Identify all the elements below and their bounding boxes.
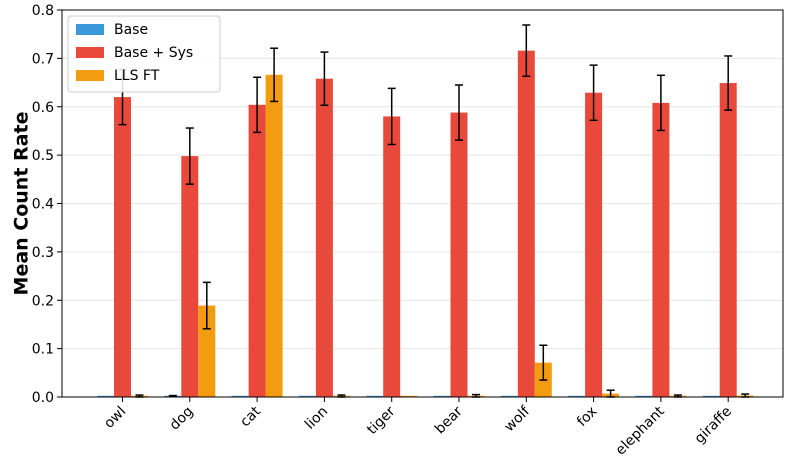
y-tick-label: 0.8 bbox=[32, 3, 54, 19]
bar-fox-base-sys bbox=[585, 92, 603, 397]
error-bar bbox=[185, 127, 194, 185]
y-tick-label: 0.2 bbox=[32, 293, 54, 309]
bar-cat-base bbox=[231, 395, 249, 397]
error-bar bbox=[522, 24, 531, 78]
bar-bear-base-sys bbox=[450, 112, 468, 398]
bar-wolf-base-sys bbox=[517, 50, 535, 397]
y-tick-label: 0.0 bbox=[32, 390, 54, 406]
error-bar bbox=[724, 55, 733, 111]
bar-bear-base bbox=[433, 395, 451, 397]
bar-owl-base bbox=[97, 395, 114, 397]
error-bar bbox=[656, 74, 665, 132]
error-bar bbox=[168, 394, 177, 398]
legend-item: Base + Sys bbox=[76, 45, 193, 61]
bar-giraffe-base-sys bbox=[719, 83, 737, 397]
bar-dog-lls-ft bbox=[198, 305, 216, 397]
bar-tiger-base bbox=[366, 395, 384, 397]
legend-label: Base + Sys bbox=[114, 45, 193, 61]
error-bar bbox=[589, 64, 598, 122]
x-tick-label: owl bbox=[101, 404, 129, 432]
x-tick-label: wolf bbox=[501, 403, 533, 435]
bar-cat-lls-ft bbox=[265, 74, 283, 397]
y-tick-label: 0.6 bbox=[32, 100, 54, 116]
error-bar bbox=[202, 281, 211, 330]
x-tick-label: lion bbox=[302, 404, 331, 433]
legend-swatch bbox=[76, 47, 104, 58]
error-bar bbox=[539, 344, 548, 381]
error-bar bbox=[253, 76, 262, 134]
y-tick-label: 0.1 bbox=[32, 342, 54, 358]
x-tick-label: giraffe bbox=[692, 404, 735, 447]
x-tick-label: fox bbox=[574, 404, 600, 430]
legend: Base Base + Sys LLS FT bbox=[67, 15, 221, 93]
bar-elephant-base-sys bbox=[652, 102, 670, 397]
bar-dog-base-sys bbox=[181, 156, 199, 397]
bar-lion-base bbox=[298, 395, 316, 397]
y-tick-label: 0.3 bbox=[32, 245, 54, 261]
x-tick-label: tiger bbox=[364, 403, 399, 438]
bar-tiger-base-sys bbox=[383, 116, 401, 398]
y-axis-label: Mean Count Rate bbox=[11, 112, 33, 296]
legend-items: Base Base + Sys LLS FT bbox=[76, 22, 193, 84]
bar-wolf-base bbox=[500, 395, 518, 397]
bar-elephant-base bbox=[635, 395, 653, 397]
legend-label: LLS FT bbox=[114, 68, 160, 84]
bar-cat-base-sys bbox=[248, 104, 266, 397]
legend-swatch bbox=[76, 70, 104, 81]
legend-item: LLS FT bbox=[76, 68, 160, 84]
y-axis-ticks: 0.0 0.1 0.2 0.3 0.4 0.5 0.6 0.7 0.8 bbox=[32, 3, 62, 406]
x-tick-label: elephant bbox=[613, 403, 668, 458]
y-tick-label: 0.5 bbox=[32, 148, 54, 164]
legend-swatch bbox=[76, 24, 104, 35]
error-bar bbox=[270, 47, 279, 103]
bar-fox-base bbox=[568, 395, 586, 397]
x-tick-label: bear bbox=[432, 403, 466, 437]
bar-lion-base-sys bbox=[315, 78, 333, 397]
bars bbox=[97, 50, 754, 398]
legend-item: Base bbox=[76, 22, 148, 38]
bar-giraffe-base bbox=[702, 395, 720, 397]
legend-box bbox=[67, 15, 221, 93]
y-tick-label: 0.4 bbox=[32, 197, 54, 213]
legend-label: Base bbox=[114, 22, 148, 38]
error-bar bbox=[320, 51, 329, 107]
x-tick-label: dog bbox=[167, 404, 197, 434]
error-bar bbox=[387, 87, 396, 146]
y-tick-label: 0.7 bbox=[32, 51, 54, 67]
bar-owl-base-sys bbox=[114, 97, 131, 397]
x-axis-ticks: owl dog cat lion tiger bear wolf fox elephant gir… bbox=[101, 397, 735, 459]
bar-tiger-lls-ft bbox=[400, 395, 418, 397]
error-bar bbox=[455, 84, 463, 141]
x-tick-label: cat bbox=[237, 403, 264, 430]
